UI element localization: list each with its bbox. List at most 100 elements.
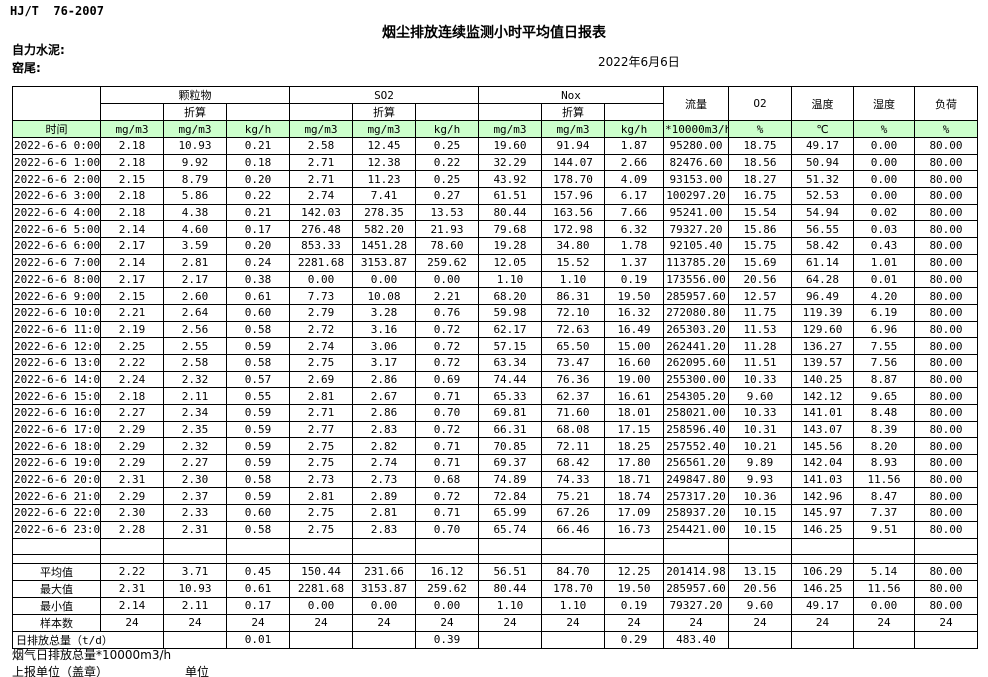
report-table: 颗粒物 SO2 Nox 流量 O2 温度 湿度 负荷 折算 折算 折算 — [12, 86, 978, 649]
empty-cell — [12, 537, 101, 555]
value-cell: 2.21 — [100, 303, 164, 322]
time-cell: 2022-6-6 5:00 — [12, 220, 101, 239]
value-cell: 2.74 — [352, 454, 416, 472]
table-row: 2022-6-6 4:00 2.18 4.38 0.21 142.03 278.35 13.… — [12, 203, 978, 222]
value-cell: 2.64 — [163, 303, 227, 322]
value-cell: 72.11 — [541, 437, 605, 456]
so2-converted-header: 折算 — [352, 103, 416, 121]
value-cell: 65.33 — [478, 387, 542, 405]
unit-cell: % — [853, 120, 915, 138]
value-cell: 0.25 — [415, 137, 479, 155]
unit-cell: mg/m3 — [541, 120, 605, 138]
value-cell: 2.15 — [100, 287, 164, 305]
value-cell: 19.00 — [604, 370, 664, 389]
value-cell: 3.16 — [352, 320, 416, 339]
summary-value-cell: 24 — [478, 613, 542, 632]
value-cell: 2.74 — [289, 187, 353, 205]
time-cell: 2022-6-6 4:00 — [12, 203, 101, 222]
value-cell: 0.71 — [415, 454, 479, 472]
summary-value-cell: 12.25 — [604, 562, 664, 581]
value-cell: 0.03 — [853, 220, 915, 239]
value-cell: 9.65 — [853, 387, 915, 405]
summary-value-cell: 80.00 — [914, 579, 978, 598]
value-cell: 80.00 — [914, 504, 978, 522]
value-cell: 18.27 — [728, 170, 792, 189]
value-cell: 80.00 — [914, 353, 978, 372]
empty-cell — [663, 537, 729, 555]
value-cell: 59.98 — [478, 303, 542, 322]
value-cell: 582.20 — [352, 220, 416, 239]
table-row: 2022-6-6 1:00 2.18 9.92 0.18 2.71 12.38 0.22 32… — [12, 153, 978, 172]
summary-row: 最小值 2.14 2.11 0.17 0.00 0.00 0.00 1.10 1.10 0.19 7… — [12, 596, 978, 615]
value-cell: 21.93 — [415, 220, 479, 239]
flow-header: 流量 — [663, 86, 729, 121]
value-cell: 146.25 — [791, 520, 854, 539]
value-cell: 8.20 — [853, 437, 915, 456]
value-cell: 80.00 — [914, 303, 978, 322]
value-cell: 4.38 — [163, 203, 227, 222]
summary-value-cell: 13.15 — [728, 562, 792, 581]
unit-cell: % — [728, 120, 792, 138]
value-cell: 140.25 — [791, 370, 854, 389]
value-cell: 6.19 — [853, 303, 915, 322]
summary-value-cell: 56.51 — [478, 562, 542, 581]
value-cell: 5.86 — [163, 187, 227, 205]
time-cell: 2022-6-6 11:00 — [12, 320, 101, 339]
value-cell: 57.15 — [478, 337, 542, 355]
value-cell: 16.60 — [604, 353, 664, 372]
value-cell: 7.73 — [289, 287, 353, 305]
value-cell: 65.50 — [541, 337, 605, 355]
value-cell: 12.57 — [728, 287, 792, 305]
value-cell: 72.10 — [541, 303, 605, 322]
value-cell: 65.99 — [478, 504, 542, 522]
value-cell: 52.53 — [791, 187, 854, 205]
daily-total-cell: 0.39 — [415, 630, 479, 649]
value-cell: 173556.00 — [663, 270, 729, 289]
daily-total-cell: 0.29 — [604, 630, 664, 649]
table-row: 2022-6-6 15:00 2.18 2.11 0.55 2.81 2.67 0.71 65… — [12, 387, 978, 405]
value-cell: 2.56 — [163, 320, 227, 339]
header-spacer-cell — [100, 103, 164, 121]
value-cell: 0.60 — [226, 303, 290, 322]
value-cell: 9.92 — [163, 153, 227, 172]
value-cell: 0.38 — [226, 270, 290, 289]
empty-cell — [226, 553, 290, 564]
value-cell: 2.21 — [415, 287, 479, 305]
value-cell: 68.20 — [478, 287, 542, 305]
summary-value-cell: 0.00 — [853, 596, 915, 615]
value-cell: 93153.00 — [663, 170, 729, 189]
summary-value-cell: 3.71 — [163, 562, 227, 581]
value-cell: 13.53 — [415, 203, 479, 222]
humidity-header: 湿度 — [853, 86, 915, 121]
empty-cell — [541, 553, 605, 564]
value-cell: 80.00 — [914, 187, 978, 205]
daily-total-cell — [728, 630, 792, 649]
table-row: 2022-6-6 5:00 2.14 4.60 0.17 276.48 582.20 21.… — [12, 220, 978, 239]
value-cell: 80.00 — [914, 270, 978, 289]
value-cell: 95280.00 — [663, 137, 729, 155]
value-cell: 16.61 — [604, 387, 664, 405]
value-cell: 0.43 — [853, 237, 915, 255]
value-cell: 2.75 — [289, 353, 353, 372]
time-cell: 2022-6-6 23:00 — [12, 520, 101, 539]
value-cell: 4.09 — [604, 170, 664, 189]
value-cell: 61.51 — [478, 187, 542, 205]
value-cell: 7.56 — [853, 353, 915, 372]
value-cell: 4.60 — [163, 220, 227, 239]
value-cell: 254421.00 — [663, 520, 729, 539]
time-cell: 2022-6-6 6:00 — [12, 237, 101, 255]
value-cell: 69.37 — [478, 454, 542, 472]
summary-value-cell: 19.50 — [604, 579, 664, 598]
time-cell: 2022-6-6 8:00 — [12, 270, 101, 289]
value-cell: 7.55 — [853, 337, 915, 355]
page-title: 烟尘排放连续监测小时平均值日报表 — [382, 25, 606, 41]
value-cell: 19.50 — [604, 287, 664, 305]
pm-group-header: 颗粒物 — [100, 86, 290, 104]
value-cell: 15.75 — [728, 237, 792, 255]
value-cell: 10.93 — [163, 137, 227, 155]
company-name: 自力水泥: — [12, 43, 65, 57]
value-cell: 2.81 — [289, 487, 353, 506]
load-header: 负荷 — [914, 86, 978, 121]
value-cell: 51.32 — [791, 170, 854, 189]
value-cell: 91.94 — [541, 137, 605, 155]
